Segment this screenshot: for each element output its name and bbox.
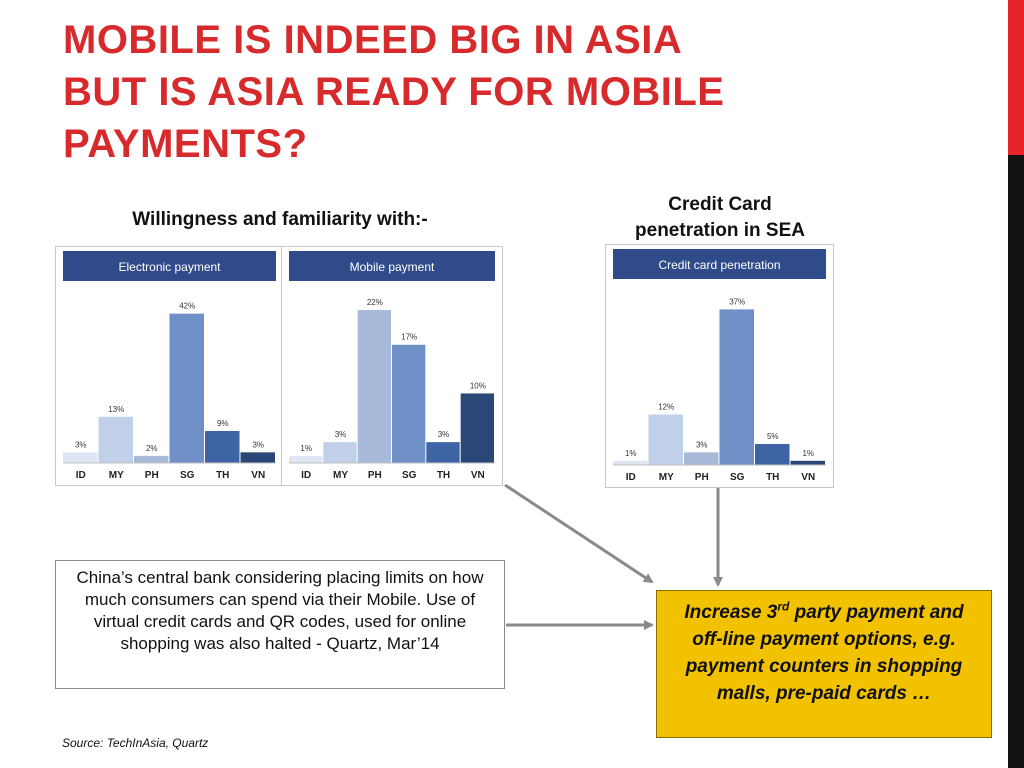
category-label: PH xyxy=(145,470,159,481)
bar xyxy=(134,455,169,463)
category-label: VN xyxy=(801,472,815,483)
value-label: 3% xyxy=(335,430,347,439)
value-label: 3% xyxy=(438,430,450,439)
value-label: 42% xyxy=(179,302,195,311)
category-label: MY xyxy=(109,470,124,481)
china-central-bank-callout: China’s central bank considering placing… xyxy=(55,560,505,689)
category-label: SG xyxy=(402,470,417,481)
bar xyxy=(289,456,323,463)
bar xyxy=(684,452,719,465)
category-label: SG xyxy=(730,472,745,483)
value-label: 37% xyxy=(729,297,745,306)
value-label: 3% xyxy=(252,440,264,449)
slide-title: MOBILE IS INDEED BIG IN ASIA BUT IS ASIA… xyxy=(63,14,983,170)
category-label: SG xyxy=(180,470,195,481)
value-label: 22% xyxy=(367,298,383,307)
title-line-1: MOBILE IS INDEED BIG IN ASIA xyxy=(63,18,683,62)
category-label: PH xyxy=(368,470,382,481)
conclusion-superscript: rd xyxy=(777,599,790,614)
conclusion-box: Increase 3rd party payment and off-line … xyxy=(656,590,992,738)
bar xyxy=(63,452,98,463)
value-label: 1% xyxy=(802,449,814,458)
value-label: 2% xyxy=(146,444,158,453)
value-label: 9% xyxy=(217,419,229,428)
value-label: 1% xyxy=(625,449,637,458)
bar xyxy=(392,344,426,463)
bar xyxy=(613,460,648,465)
bar xyxy=(357,309,391,463)
bar xyxy=(426,442,460,463)
arrow-charts-to-conclusion xyxy=(504,483,654,584)
value-label: 10% xyxy=(470,381,486,390)
conclusion-text-2: party payment and off-line payment optio… xyxy=(685,602,964,704)
accent-bar-black xyxy=(1008,155,1024,768)
bar xyxy=(755,443,790,465)
electronic-payment-chart-box: Electronic payment 3% ID 13% MY 2% PH 42% SG 9% TH… xyxy=(55,246,284,486)
electronic-payment-chart: Electronic payment 3% ID 13% MY 2% PH 42% SG 9% TH… xyxy=(63,251,276,481)
chart-title: Electronic payment xyxy=(118,260,221,274)
mobile-payment-chart-box: Mobile payment 1% ID 3% MY 22% PH 17% SG 3% TH 10% V… xyxy=(281,246,503,486)
bar xyxy=(98,416,133,463)
bar xyxy=(648,414,683,465)
category-label: ID xyxy=(76,470,86,481)
bar xyxy=(169,313,204,463)
source-note: Source: TechInAsia, Quartz xyxy=(62,736,209,750)
category-label: TH xyxy=(216,470,229,481)
value-label: 3% xyxy=(696,440,708,449)
value-label: 17% xyxy=(401,333,417,342)
credit-card-heading-line-2: penetration in SEA xyxy=(635,220,805,241)
category-label: ID xyxy=(626,472,636,483)
value-label: 12% xyxy=(658,403,674,412)
category-label: TH xyxy=(437,470,450,481)
value-label: 5% xyxy=(767,432,779,441)
chart-header xyxy=(613,249,826,279)
chart-title: Mobile payment xyxy=(350,260,435,274)
willingness-heading: Willingness and familiarity with:- xyxy=(132,209,428,230)
chart-header xyxy=(63,251,276,281)
credit-card-heading-line-1: Credit Card xyxy=(668,194,772,215)
category-label: PH xyxy=(695,472,709,483)
conclusion-text-1: Increase 3 xyxy=(684,602,778,623)
category-label: MY xyxy=(659,472,674,483)
bar xyxy=(240,452,275,463)
credit-card-heading: Credit Card penetration in SEA xyxy=(600,192,840,244)
bar xyxy=(790,460,825,465)
chart-title: Credit card penetration xyxy=(658,258,780,272)
category-label: MY xyxy=(333,470,348,481)
value-label: 1% xyxy=(300,444,312,453)
bar xyxy=(205,431,240,463)
title-line-2: BUT IS ASIA READY FOR MOBILE xyxy=(63,70,725,114)
bar xyxy=(460,393,494,463)
category-label: VN xyxy=(471,470,485,481)
category-label: VN xyxy=(251,470,265,481)
mobile-payment-chart: Mobile payment 1% ID 3% MY 22% PH 17% SG 3% TH 10% V… xyxy=(289,251,495,481)
credit-card-chart-box: Credit card penetration 1% ID 12% MY 3% PH 37% S… xyxy=(605,244,834,488)
bar xyxy=(323,442,357,463)
accent-bar-red xyxy=(1008,0,1024,155)
chart-header xyxy=(289,251,495,281)
value-label: 3% xyxy=(75,440,87,449)
category-label: TH xyxy=(766,472,779,483)
title-line-3: PAYMENTS? xyxy=(63,122,308,166)
credit-card-chart: Credit card penetration 1% ID 12% MY 3% PH 37% S… xyxy=(613,249,826,483)
value-label: 13% xyxy=(108,405,124,414)
category-label: ID xyxy=(301,470,311,481)
bar xyxy=(719,309,754,465)
